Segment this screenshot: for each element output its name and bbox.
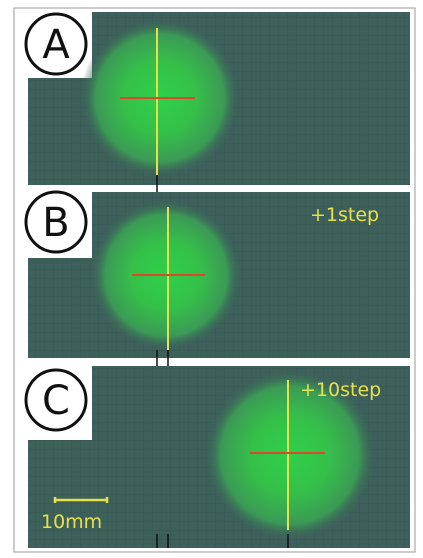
panel-label: B xyxy=(42,200,69,246)
panel-label: A xyxy=(42,22,70,68)
panel-label: C xyxy=(42,378,70,424)
panel-c: C +10step 10mm xyxy=(26,366,410,548)
figure: A B +1step C +10step 10mm xyxy=(0,0,423,558)
panel-b: B +1step xyxy=(26,192,410,374)
annotation: +10step xyxy=(300,379,381,401)
scale-bar-label: 10mm xyxy=(41,511,102,533)
panel-a: A xyxy=(26,12,410,194)
annotation: +1step xyxy=(310,204,379,226)
